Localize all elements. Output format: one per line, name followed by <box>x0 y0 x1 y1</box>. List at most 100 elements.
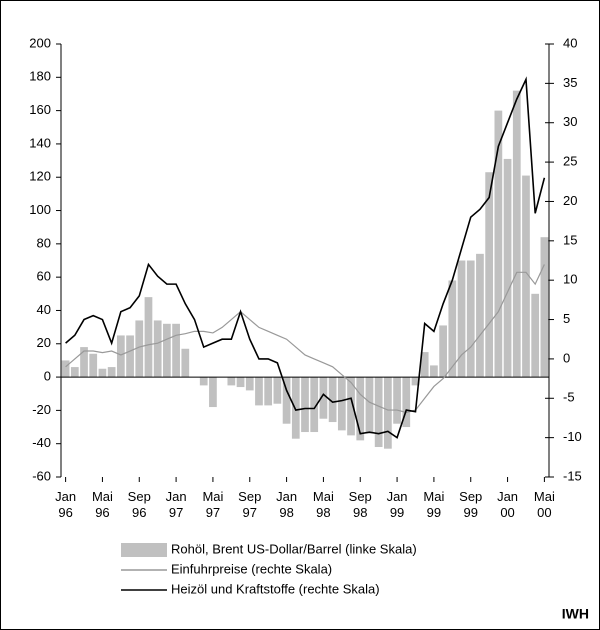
bar <box>301 377 309 433</box>
bar <box>356 377 365 441</box>
line <box>65 76 546 439</box>
bar <box>374 377 383 448</box>
bar <box>61 360 70 378</box>
y2-tick-label: -15 <box>563 468 582 483</box>
bar <box>89 353 98 378</box>
source: IWH <box>562 606 589 622</box>
bar <box>181 348 190 378</box>
bar <box>236 377 245 388</box>
y-tick-label: 120 <box>29 169 51 184</box>
bar <box>365 377 374 434</box>
line <box>65 264 545 414</box>
y-tick-label: 0 <box>44 369 51 384</box>
y2-tick-label: -10 <box>563 429 582 444</box>
bar <box>512 90 521 378</box>
bar <box>448 280 457 378</box>
bar <box>199 377 208 386</box>
x-tick-label: Sep 98 <box>348 489 372 520</box>
bar <box>80 347 88 378</box>
bar <box>337 377 346 431</box>
bar <box>172 323 180 378</box>
y2-tick-label: 0 <box>563 350 570 365</box>
bar <box>457 260 466 378</box>
x-tick-label: Sep 96 <box>127 489 151 520</box>
bar <box>494 110 503 378</box>
x-tick-label: Mai 97 <box>202 489 224 520</box>
bar <box>402 377 411 428</box>
bar <box>531 293 540 378</box>
y-tick-label: -20 <box>32 402 51 417</box>
bar <box>411 377 420 386</box>
x-tick-label: Sep 97 <box>238 489 262 520</box>
bar <box>439 325 447 378</box>
y2-tick-label: -5 <box>563 390 575 405</box>
x-tick-label: Jan 00 <box>497 489 519 520</box>
bar <box>466 260 475 378</box>
y2-tick-label: 25 <box>563 154 577 169</box>
bar <box>107 367 116 378</box>
bar <box>420 352 429 378</box>
bar <box>282 377 291 424</box>
x-tick-label: Jan 98 <box>276 489 298 520</box>
bar <box>291 377 300 439</box>
y-tick-label: 100 <box>29 202 51 217</box>
bar <box>319 377 328 419</box>
bar <box>476 253 484 378</box>
y-tick-label: 200 <box>29 35 51 50</box>
y2-tick-label: 20 <box>563 193 577 208</box>
bar <box>328 377 337 423</box>
y-tick-label: 80 <box>37 235 51 250</box>
bar <box>153 320 162 378</box>
y2-tick-label: 15 <box>563 232 577 247</box>
bar <box>430 365 438 378</box>
y2-tick-label: 30 <box>563 114 577 129</box>
y2-tick-label: 5 <box>563 311 570 326</box>
x-tick-label: Jan 97 <box>165 489 187 520</box>
bar <box>227 377 236 386</box>
y2-tick-label: 40 <box>563 35 577 50</box>
y-tick-label: 160 <box>29 102 51 117</box>
y-tick-label: 140 <box>29 135 51 150</box>
bar <box>135 320 144 378</box>
bar <box>144 297 153 378</box>
y-tick-label: 40 <box>37 302 51 317</box>
bar <box>540 237 549 378</box>
bar <box>245 377 254 391</box>
y-tick-label: 60 <box>37 269 51 284</box>
bar <box>393 377 401 424</box>
x-tick-label: Jan 99 <box>386 489 408 520</box>
legend-label: Heizöl und Kraftstoffe (rechte Skala) <box>171 581 380 596</box>
y2-tick-label: 10 <box>563 272 577 287</box>
bar <box>116 335 125 378</box>
bar <box>264 377 273 406</box>
x-tick-label: Mai 96 <box>91 489 113 520</box>
x-tick-label: Mai 98 <box>312 489 334 520</box>
bar <box>522 175 530 378</box>
bar <box>98 368 107 378</box>
x-tick-label: Mai 00 <box>533 489 555 520</box>
bar <box>209 377 217 408</box>
legend-swatch <box>121 543 167 557</box>
y-tick-label: -60 <box>32 468 51 483</box>
bar <box>273 377 282 404</box>
y-tick-label: 20 <box>37 335 51 350</box>
bar <box>310 377 319 433</box>
x-tick-label: Mai 99 <box>423 489 445 520</box>
y-tick-label: 180 <box>29 69 51 84</box>
bar <box>485 172 494 378</box>
y-tick-label: -40 <box>32 435 51 450</box>
bar <box>384 377 392 449</box>
bar <box>503 158 512 378</box>
legend-label: Rohöl, Brent US-Dollar/Barrel (linke Ska… <box>171 541 417 556</box>
y2-tick-label: 35 <box>563 75 577 90</box>
bar <box>255 377 263 406</box>
bar <box>163 323 171 378</box>
bar <box>126 335 134 378</box>
bar <box>70 367 79 378</box>
x-tick-label: Sep 99 <box>459 489 483 520</box>
x-tick-label: Jan 96 <box>55 489 77 520</box>
bar <box>347 377 355 436</box>
legend-label: Einfuhrpreise (rechte Skala) <box>171 561 332 576</box>
